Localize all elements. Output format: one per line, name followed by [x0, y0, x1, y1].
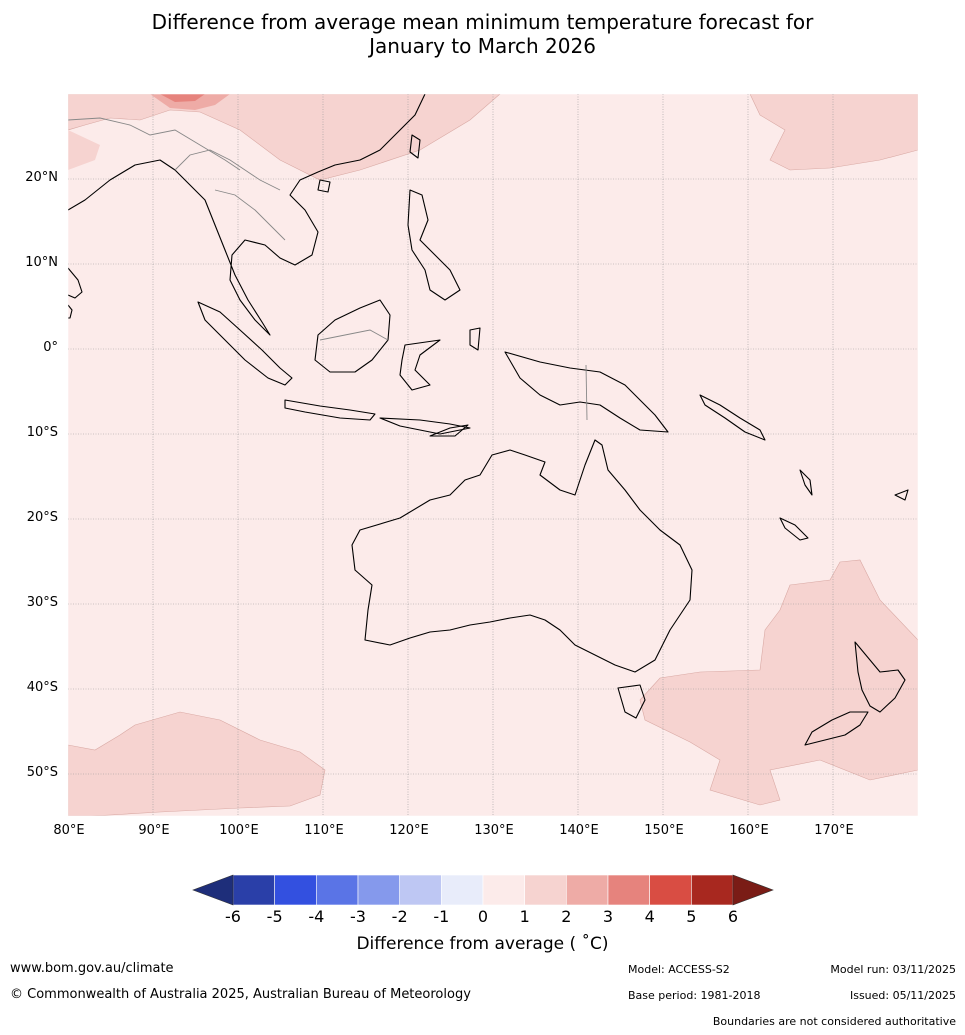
mainland-asia-coast [68, 94, 426, 336]
lon-label-90e: 90°E [138, 823, 170, 838]
colorbar-tick-label: 2 [561, 907, 572, 926]
colorbar-segment [357, 874, 400, 906]
india-coast [68, 267, 83, 299]
footer-issued: Issued: 05/11/2025 [849, 989, 956, 1002]
colorbar-tick-label: 6 [727, 907, 739, 926]
colorbar-segment [482, 874, 525, 906]
warm-region-china-west [68, 130, 100, 170]
title-line-2: January to March 2026 [369, 34, 596, 58]
taiwan-coast [409, 134, 421, 159]
sumatra-coast [197, 301, 293, 386]
warm-region-tasman [639, 559, 918, 806]
lat-label-30s: 30°S [26, 595, 58, 610]
lon-label-120e: 120°E [389, 823, 429, 838]
lat-label-50s: 50°S [26, 765, 58, 780]
warm-region-nw-pacific [749, 94, 918, 171]
graticule [68, 94, 918, 816]
warm-region-south-indian [68, 711, 326, 816]
colorbar-tick-label: -1 [433, 907, 450, 926]
hainan-coast [317, 179, 331, 193]
colorbar-tick-label: 1 [519, 907, 530, 926]
lon-label-170e: 170°E [814, 823, 854, 838]
colorbar-tick-label: -2 [391, 907, 408, 926]
lesser-sunda-coast [379, 417, 471, 435]
colorbar-tick-label: 5 [686, 907, 697, 926]
new-guinea-coast [504, 351, 669, 433]
vanuatu-coast [799, 469, 813, 496]
sulawesi-coast [399, 339, 441, 391]
lat-label-0: 0° [43, 340, 58, 355]
map-title: Difference from average mean minimum tem… [0, 10, 965, 58]
colorbar-segments [232, 874, 734, 906]
colorbar-max-arrow [732, 874, 774, 906]
lat-label-20n: 20°N [25, 170, 58, 185]
colorbar-segment [607, 874, 650, 906]
colorbar-tick-label: -4 [308, 907, 325, 926]
nz-south-coast [804, 711, 869, 746]
colorbar-tick-label: -5 [266, 907, 283, 926]
new-caledonia-coast [779, 517, 809, 541]
colorbar-tick-label: 0 [477, 907, 489, 926]
coastlines [68, 94, 909, 746]
sri-lanka-coast [68, 304, 73, 319]
lat-label-20s: 20°S [26, 510, 58, 525]
lon-label-80e: 80°E [53, 823, 85, 838]
australia-coast [351, 439, 693, 673]
lat-label-40s: 40°S [26, 680, 58, 695]
java-coast [284, 399, 376, 421]
lon-label-160e: 160°E [729, 823, 769, 838]
colorbar-tick-label: -6 [225, 907, 241, 926]
colorbar-segment [524, 874, 567, 906]
lat-label-10s: 10°S [26, 425, 58, 440]
footer-disclaimer: Boundaries are not considered authoritat… [712, 1015, 956, 1028]
nz-north-coast [854, 641, 906, 713]
colorbar-segment [232, 874, 275, 906]
colorbar-tick-label: 4 [644, 907, 655, 926]
borders [68, 117, 588, 421]
colorbar-tick-label: 3 [602, 907, 614, 926]
title-line-1: Difference from average mean minimum tem… [151, 10, 814, 34]
colorbar-segment [691, 874, 734, 906]
footer-base-period: Base period: 1981-2018 [628, 989, 761, 1002]
timor-coast [429, 424, 469, 437]
colorbar-segment [399, 874, 442, 906]
lon-label-130e: 130°E [474, 823, 514, 838]
fiji-coast [894, 489, 909, 501]
footer-url[interactable]: www.bom.gov.au/climate [10, 961, 174, 976]
colorbar-min-arrow [192, 874, 234, 906]
tasmania-coast [617, 684, 646, 719]
solomon-islands-coast [699, 394, 766, 441]
halmahera-coast [469, 327, 481, 351]
lon-label-110e: 110°E [304, 823, 344, 838]
colorbar-segment [566, 874, 609, 906]
colorbar-segment [649, 874, 692, 906]
footer-model-run: Model run: 03/11/2025 [830, 963, 956, 976]
warm-region-asia [68, 94, 501, 181]
colorbar-label: Difference from average ( ˚C) [356, 934, 609, 954]
colorbar-tick-label: -3 [350, 907, 366, 926]
lon-label-140e: 140°E [559, 823, 599, 838]
lon-label-100e: 100°E [219, 823, 259, 838]
footer-model: Model: ACCESS-S2 [628, 963, 730, 976]
lat-label-10n: 10°N [25, 255, 58, 270]
lon-label-150e: 150°E [644, 823, 684, 838]
philippines-coast [407, 189, 461, 301]
footer-copyright: © Commonwealth of Australia 2025, Austra… [10, 987, 471, 1002]
warm-region-hot-core [160, 94, 205, 102]
colorbar-segment [274, 874, 317, 906]
colorbar-segment [441, 874, 484, 906]
colorbar-segment [316, 874, 359, 906]
